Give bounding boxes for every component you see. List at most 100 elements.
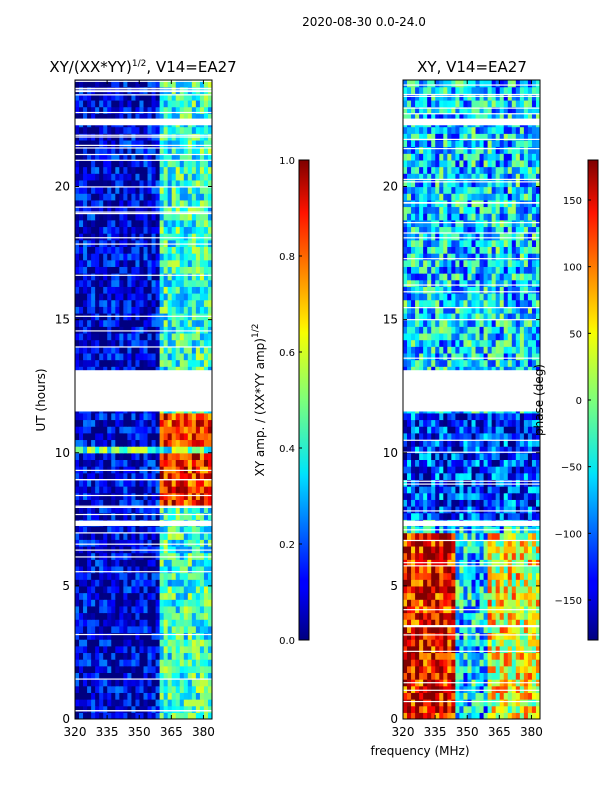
heatmap-cell	[103, 685, 108, 693]
heatmap-cell	[99, 346, 104, 354]
heatmap-cell	[499, 685, 505, 693]
heatmap-cell	[107, 126, 112, 134]
heatmap-cell	[119, 685, 124, 693]
heatmap-cell	[151, 466, 157, 474]
heatmap-cell	[111, 552, 116, 560]
heatmap-cell	[203, 206, 209, 214]
heatmap-cell	[135, 672, 141, 680]
heatmap-cell	[143, 286, 149, 294]
heatmap-cell	[175, 439, 181, 447]
heatmap-cell	[95, 472, 100, 480]
heatmap-cell	[195, 599, 201, 607]
heatmap-cell	[75, 432, 80, 441]
heatmap-cell	[527, 712, 533, 719]
heatmap-cell	[127, 699, 133, 707]
flag-line	[75, 381, 212, 383]
heatmap-cell	[155, 306, 161, 314]
heatmap-cell	[199, 572, 205, 580]
heatmap-cell	[199, 539, 205, 547]
heatmap-cell	[115, 486, 120, 494]
heatmap-cell	[127, 565, 133, 574]
heatmap-cell	[447, 439, 452, 447]
heatmap-cell	[487, 645, 493, 654]
heatmap-cell	[415, 619, 420, 627]
heatmap-cell	[147, 492, 153, 500]
heatmap-cell	[467, 412, 473, 421]
heatmap-cell	[151, 99, 157, 108]
heatmap-cell	[107, 625, 112, 634]
heatmap-cell	[79, 173, 84, 181]
heatmap-cell	[147, 472, 153, 480]
heatmap-cell	[115, 552, 120, 560]
heatmap-cell	[119, 426, 124, 434]
heatmap-cell	[523, 532, 529, 540]
heatmap-cell	[155, 672, 161, 680]
heatmap-cell	[191, 239, 197, 248]
heatmap-cell	[135, 213, 141, 221]
heatmap-cell	[95, 672, 100, 680]
heatmap-cell	[407, 672, 412, 680]
heatmap-cell	[459, 612, 465, 620]
heatmap-cell	[195, 659, 201, 667]
heatmap-cell	[75, 93, 80, 101]
heatmap-cell	[415, 579, 420, 587]
heatmap-cell	[451, 599, 456, 607]
heatmap-cell	[163, 139, 169, 148]
heatmap-cell	[455, 685, 461, 693]
heatmap-cell	[83, 452, 88, 461]
heatmap-cell	[91, 559, 96, 567]
y-tick-label: 20	[55, 180, 70, 194]
heatmap-cell	[131, 279, 137, 287]
heatmap-cell	[159, 366, 165, 374]
heatmap-cell	[87, 632, 92, 640]
heatmap-cell	[103, 679, 108, 687]
heatmap-cell	[415, 539, 420, 547]
heatmap-cell	[199, 659, 205, 667]
heatmap-cell	[455, 419, 461, 427]
heatmap-cell	[175, 179, 181, 188]
heatmap-cell	[135, 665, 141, 674]
heatmap-cell	[139, 539, 145, 547]
heatmap-cell	[167, 652, 173, 660]
heatmap-cell	[143, 326, 149, 334]
heatmap-cell	[131, 352, 137, 361]
heatmap-cell	[103, 346, 108, 354]
heatmap-cell	[95, 332, 100, 341]
heatmap-cell	[119, 439, 124, 447]
heatmap-cell	[159, 665, 165, 674]
heatmap-cell	[75, 332, 80, 341]
heatmap-cell	[83, 619, 88, 627]
heatmap-cell	[175, 432, 181, 441]
heatmap-cell	[95, 605, 100, 614]
heatmap-cell	[171, 599, 177, 607]
heatmap-cell	[107, 339, 112, 347]
heatmap-cell	[95, 665, 100, 674]
heatmap-cell	[207, 273, 212, 281]
heatmap-cell	[107, 439, 112, 447]
heatmap-cell	[111, 492, 116, 500]
heatmap-cell	[131, 259, 137, 267]
heatmap-cell	[531, 705, 537, 713]
heatmap-cell	[75, 193, 80, 201]
heatmap-cell	[527, 699, 533, 707]
heatmap-cell	[407, 506, 412, 514]
heatmap-cell	[159, 286, 165, 294]
heatmap-cell	[447, 672, 452, 680]
heatmap-cell	[103, 139, 108, 148]
left-colorbar-label: XY amp. / (XX*YY amp)1/2	[251, 324, 267, 477]
heatmap-cell	[119, 146, 124, 154]
heatmap-cell	[107, 366, 112, 374]
heatmap-cell	[195, 479, 201, 487]
heatmap-cell	[527, 439, 533, 447]
heatmap-cell	[99, 452, 104, 461]
heatmap-cell	[135, 572, 141, 580]
heatmap-cell	[143, 539, 149, 547]
heatmap-cell	[407, 592, 412, 600]
heatmap-cell	[207, 213, 212, 221]
flag-line	[75, 330, 212, 332]
heatmap-cell	[483, 545, 489, 554]
heatmap-cell	[447, 506, 452, 514]
heatmap-cell	[151, 452, 157, 461]
heatmap-cell	[479, 492, 485, 500]
heatmap-cell	[99, 685, 104, 693]
